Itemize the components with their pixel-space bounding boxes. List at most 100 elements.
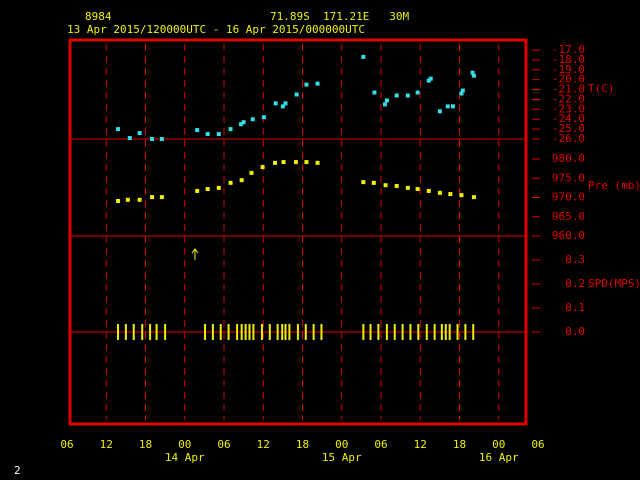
data-point xyxy=(471,73,476,78)
y-tick-label: 970.0 xyxy=(552,191,585,204)
y-tick-label: -20.0 xyxy=(552,73,585,86)
data-point xyxy=(371,180,376,185)
x-tick-label: 06 xyxy=(531,438,544,451)
y-tick-label: -25.0 xyxy=(552,122,585,135)
y-axis-label: SPD(MPS) xyxy=(588,277,640,290)
date-label: 14 Apr xyxy=(165,451,205,464)
data-point xyxy=(260,165,265,170)
data-point xyxy=(415,187,420,192)
data-point xyxy=(428,76,433,81)
wind-arrow xyxy=(191,248,199,260)
data-point xyxy=(239,178,244,183)
data-point xyxy=(304,160,309,165)
date-label: 16 Apr xyxy=(479,451,519,464)
x-tick-label: 00 xyxy=(492,438,505,451)
y-tick-label: -21.0 xyxy=(552,83,585,96)
y-tick-label: 0.3 xyxy=(565,253,585,266)
data-point xyxy=(405,93,410,98)
data-point xyxy=(470,70,475,75)
data-point xyxy=(250,117,255,122)
data-point xyxy=(448,192,453,197)
y-tick-label: 0.0 xyxy=(565,325,585,338)
data-point xyxy=(116,127,121,132)
y-tick-label: -22.0 xyxy=(552,92,585,105)
data-point xyxy=(249,170,254,175)
data-point xyxy=(437,190,442,195)
data-point xyxy=(281,160,286,165)
y-tick-label: 980.0 xyxy=(552,152,585,165)
data-point xyxy=(394,183,399,188)
data-point xyxy=(304,82,309,87)
data-point xyxy=(394,93,399,98)
data-point xyxy=(384,98,389,103)
data-point xyxy=(228,127,233,132)
data-point xyxy=(283,101,288,106)
station-location: 71.89S 171.21E 30M xyxy=(270,10,409,23)
data-point xyxy=(205,132,210,137)
data-point xyxy=(361,54,366,59)
data-point xyxy=(471,195,476,200)
data-point xyxy=(372,90,377,95)
x-tick-label: 00 xyxy=(178,438,191,451)
y-tick-label: -17.0 xyxy=(552,43,585,56)
data-point xyxy=(315,160,320,165)
data-point xyxy=(294,92,299,97)
period: 13 Apr 2015/120000UTC - 16 Apr 2015/0000… xyxy=(67,23,365,36)
y-tick-label: 960.0 xyxy=(552,229,585,242)
y-tick-label: 965.0 xyxy=(552,210,585,223)
data-point xyxy=(261,115,266,120)
x-tick-label: 18 xyxy=(296,438,309,451)
data-point xyxy=(405,185,410,190)
y-tick-label: -26.0 xyxy=(552,132,585,145)
y-axis-label: Pre (mb) xyxy=(588,179,640,192)
data-point xyxy=(315,81,320,86)
y-tick-label: -18.0 xyxy=(552,53,585,66)
data-point xyxy=(273,160,278,165)
data-point xyxy=(159,195,164,200)
date-label: 15 Apr xyxy=(322,451,362,464)
data-point xyxy=(205,187,210,192)
y-tick-label: -24.0 xyxy=(552,112,585,125)
data-point xyxy=(216,185,221,190)
x-tick-label: 00 xyxy=(335,438,348,451)
data-point xyxy=(150,195,155,200)
data-point xyxy=(195,128,200,133)
y-tick-label: 975.0 xyxy=(552,171,585,184)
data-point xyxy=(159,137,164,141)
plot-frame xyxy=(68,38,528,426)
data-point xyxy=(459,193,464,198)
data-point xyxy=(137,131,142,136)
data-point xyxy=(450,104,455,109)
x-tick-label: 18 xyxy=(453,438,466,451)
data-point xyxy=(460,88,465,93)
y-tick-label: 0.1 xyxy=(565,301,585,314)
data-point xyxy=(116,198,121,203)
data-point xyxy=(426,188,431,193)
data-point xyxy=(127,136,132,141)
data-point xyxy=(241,120,246,125)
data-point xyxy=(445,104,450,109)
data-point xyxy=(280,104,285,109)
y-tick-label: 0.2 xyxy=(565,277,585,290)
station-id: 8984 xyxy=(85,10,112,23)
data-point xyxy=(150,137,155,141)
data-point xyxy=(195,188,200,193)
y-tick-label: -19.0 xyxy=(552,63,585,76)
data-point xyxy=(216,132,221,137)
data-point xyxy=(383,183,388,188)
x-tick-label: 06 xyxy=(374,438,387,451)
data-point xyxy=(293,160,298,165)
x-tick-label: 06 xyxy=(217,438,230,451)
x-tick-label: 12 xyxy=(257,438,270,451)
data-point xyxy=(361,180,366,185)
data-point xyxy=(228,180,233,185)
page-number: 2 xyxy=(14,464,21,477)
data-point xyxy=(125,197,130,202)
data-point xyxy=(239,122,244,127)
x-tick-label: 12 xyxy=(414,438,427,451)
data-point xyxy=(437,109,442,114)
y-axis-label: T(C) xyxy=(588,82,615,95)
data-point xyxy=(137,197,142,202)
